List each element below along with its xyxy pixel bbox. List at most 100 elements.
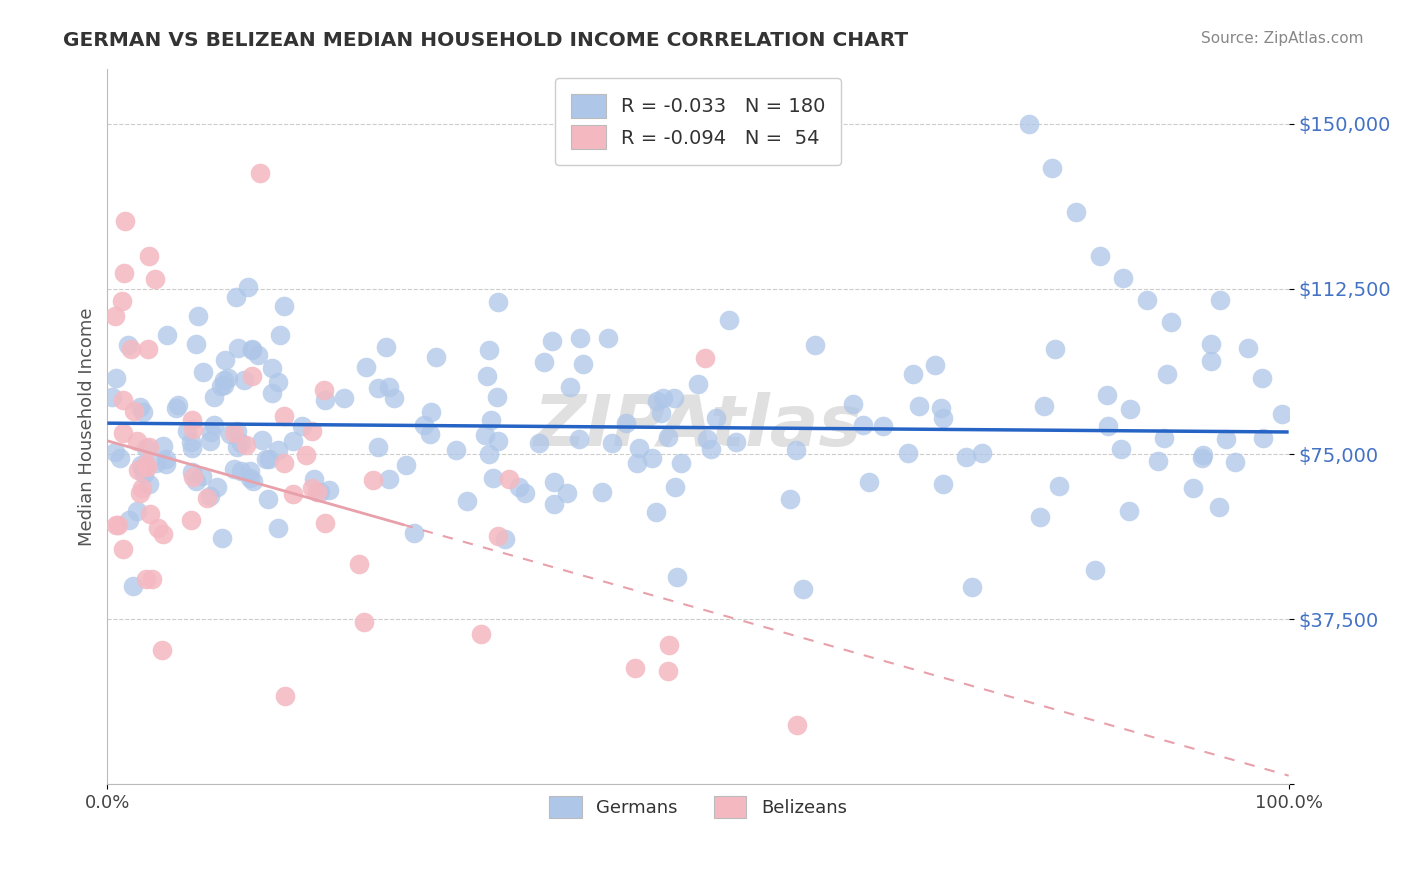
Point [312,383,335,397]
Point [568,432,591,446]
Point [543,497,565,511]
Point [367,381,389,395]
Point [108,450,131,465]
Point [184,336,207,351]
Point [903,368,925,382]
Point [111,393,134,408]
Point [872,419,894,434]
Point [704,410,727,425]
Point [1209,293,1232,308]
Point [273,456,295,470]
Point [486,295,509,310]
Point [482,471,505,485]
Point [198,434,221,448]
Point [1084,563,1107,577]
Point [112,266,135,280]
Point [165,401,187,416]
Point [1237,342,1260,356]
Point [145,456,167,470]
Point [314,393,336,408]
Point [249,165,271,179]
Point [117,338,139,352]
Point [104,518,127,533]
Point [127,463,149,477]
Point [456,493,478,508]
Point [180,434,202,449]
Point [419,426,441,441]
Point [301,424,323,438]
Point [332,392,354,406]
Point [186,474,208,488]
Point [1153,431,1175,445]
Point [700,442,723,456]
Point [104,445,127,459]
Point [353,615,375,629]
Point [281,487,304,501]
Point [217,371,239,385]
Point [533,355,555,369]
Point [446,443,468,458]
Point [378,380,401,394]
Point [644,505,666,519]
Point [141,572,163,586]
Point [104,371,127,385]
Point [262,361,284,376]
Point [478,446,501,460]
Point [235,438,257,452]
Point [932,477,955,491]
Point [852,418,875,433]
Point [374,340,396,354]
Point [664,480,686,494]
Point [209,379,232,393]
Point [166,398,188,412]
Point [150,643,173,657]
Point [129,400,152,414]
Point [129,458,152,473]
Y-axis label: Median Household Income: Median Household Income [79,307,96,546]
Point [224,462,246,476]
Point [1029,510,1052,524]
Point [1156,367,1178,381]
Point [513,485,536,500]
Point [1251,431,1274,445]
Point [543,475,565,489]
Point [240,343,263,357]
Point [138,440,160,454]
Point [314,516,336,530]
Point [176,424,198,438]
Point [143,272,166,286]
Point [214,373,236,387]
Point [146,521,169,535]
Point [541,334,564,348]
Point [1032,400,1054,414]
Point [1088,249,1111,263]
Point [725,434,748,449]
Point [1095,388,1118,402]
Point [136,460,159,475]
Point [181,470,204,484]
Point [273,690,295,704]
Point [1111,442,1133,456]
Point [295,448,318,462]
Point [354,360,377,375]
Point [717,313,740,327]
Point [1208,500,1230,515]
Point [257,492,280,507]
Point [931,410,953,425]
Point [1251,371,1274,385]
Point [555,485,578,500]
Point [591,484,613,499]
Point [498,471,520,485]
Point [136,342,159,356]
Point [1018,117,1040,131]
Point [225,425,247,439]
Point [318,483,340,498]
Point [970,446,993,460]
Point [132,467,155,482]
Point [233,373,256,387]
Point [1199,354,1222,368]
Point [120,342,142,356]
Point [135,441,157,455]
Point [240,342,263,356]
Point [666,570,689,584]
